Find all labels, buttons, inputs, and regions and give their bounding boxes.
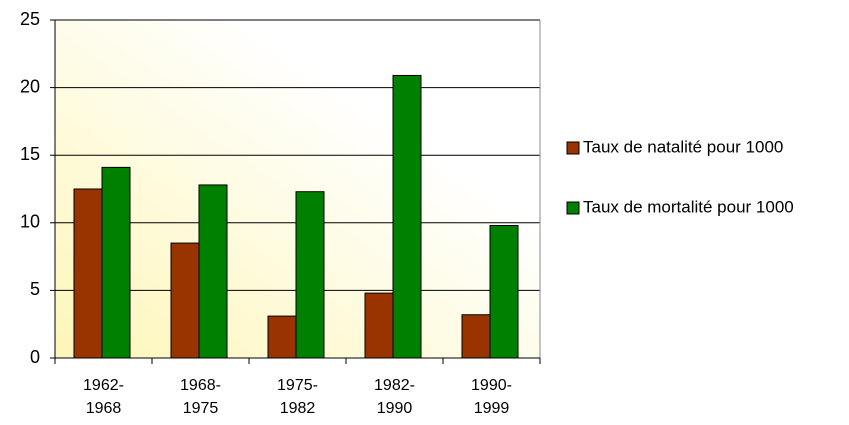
- y-tick-label: 20: [20, 76, 40, 96]
- y-tick-label: 15: [20, 144, 40, 164]
- legend-label: Taux de mortalité pour 1000: [583, 197, 794, 216]
- y-tick-label: 0: [30, 347, 40, 367]
- y-tick-label: 25: [20, 9, 40, 29]
- legend-label: Taux de natalité pour 1000: [583, 137, 783, 156]
- bar: [489, 225, 519, 359]
- x-tick-label: 1962- 1968: [83, 377, 124, 417]
- x-tick-label: 1990- 1999: [471, 377, 512, 417]
- bar: [73, 188, 103, 359]
- y-tick-label: 10: [20, 212, 40, 232]
- bar: [364, 292, 394, 359]
- bar: [461, 314, 491, 359]
- legend-swatch: [566, 201, 580, 215]
- legend-swatch: [566, 141, 580, 155]
- x-tick-label: 1968- 1975: [180, 377, 221, 417]
- bar: [267, 315, 297, 359]
- y-tick-label: 5: [30, 279, 40, 299]
- x-tick-label: 1982- 1990: [374, 377, 415, 417]
- bar: [295, 191, 325, 359]
- bar: [198, 184, 228, 359]
- bar: [170, 242, 200, 359]
- x-tick-label: 1975- 1982: [277, 377, 318, 417]
- bar: [101, 166, 131, 359]
- bar: [392, 74, 422, 359]
